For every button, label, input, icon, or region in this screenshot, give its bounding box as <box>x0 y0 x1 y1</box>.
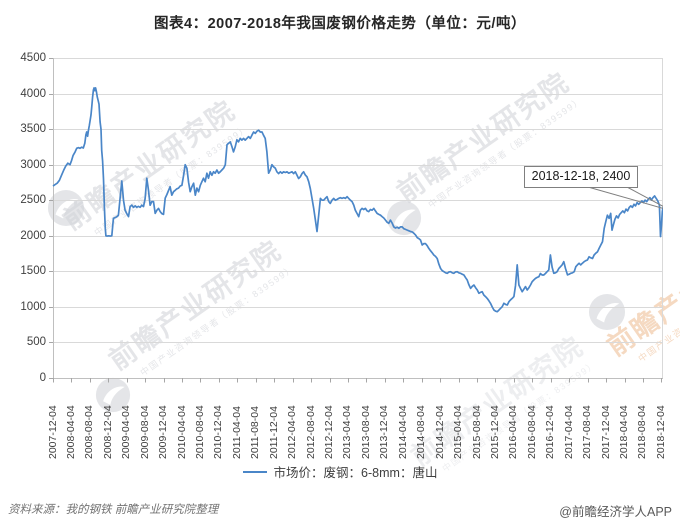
x-tick-label: 2008-04-04 <box>64 405 77 459</box>
x-tick-label: 2014-12-04 <box>433 405 446 459</box>
y-tick-label: 4000 <box>20 87 46 100</box>
x-tick-label: 2009-08-04 <box>138 405 151 459</box>
x-tick-label: 2012-08-04 <box>304 405 317 459</box>
legend-label: 市场价：废钢：6-8mm：唐山 <box>273 466 438 480</box>
x-tick-label: 2014-08-04 <box>415 405 428 459</box>
x-tick-label: 2015-04-04 <box>452 405 465 459</box>
x-tick-label: 2010-04-04 <box>175 405 188 459</box>
x-tick-label: 2008-12-04 <box>101 405 114 459</box>
y-tick-label: 2000 <box>20 229 46 242</box>
callout-leader-line <box>587 186 663 209</box>
x-tick-label: 2014-04-04 <box>396 405 409 459</box>
x-tick-label: 2010-08-04 <box>193 405 206 459</box>
x-tick-label: 2017-08-04 <box>581 405 594 459</box>
x-tick-label: 2015-12-04 <box>488 405 501 459</box>
x-tick-label: 2017-12-04 <box>599 405 612 459</box>
x-tick-label: 2009-04-04 <box>120 405 133 459</box>
x-tick-label: 2011-08-04 <box>249 406 262 459</box>
x-tick-label: 2016-12-04 <box>544 405 557 459</box>
x-tick-label: 2009-12-04 <box>157 405 170 459</box>
legend: 市场价：废钢：6-8mm：唐山 <box>0 462 680 481</box>
chart-title: 图表4：2007-2018年我国废钢价格走势（单位：元/吨） <box>154 16 526 32</box>
x-tick-label: 2012-12-04 <box>323 405 336 459</box>
x-tick-label: 2012-04-04 <box>286 405 299 459</box>
y-tick-label: 3500 <box>20 123 46 136</box>
x-tick-label: 2013-12-04 <box>378 405 391 459</box>
x-tick-label: 2017-04-04 <box>562 405 575 459</box>
y-tick-label: 3000 <box>20 158 46 171</box>
price-line-series <box>52 87 663 313</box>
plot-area <box>49 58 663 383</box>
x-tick-label: 2018-04-04 <box>618 405 631 459</box>
x-tick-label: 2016-04-04 <box>507 405 520 459</box>
x-tick-label: 2018-12-04 <box>654 405 667 459</box>
legend-line-marker-icon <box>242 470 267 473</box>
credit-note: @前瞻经济学人APP <box>559 505 672 519</box>
y-tick-label: 0 <box>39 372 46 384</box>
x-tick-label: 2015-08-04 <box>470 405 483 459</box>
y-tick-label: 500 <box>26 336 46 349</box>
x-tick-label: 2013-04-04 <box>341 405 354 459</box>
y-tick-label: 2500 <box>20 194 46 207</box>
x-tick-label: 2016-08-04 <box>525 405 538 459</box>
callout-leader-line <box>626 186 663 207</box>
x-tick-label: 2010-12-04 <box>212 405 225 459</box>
y-tick-label: 4500 <box>20 52 46 64</box>
y-tick-label: 1000 <box>20 300 46 313</box>
x-tick-label: 2018-08-04 <box>636 405 649 459</box>
x-tick-label: 2008-08-04 <box>83 405 96 459</box>
x-tick-label: 2011-04-04 <box>230 406 243 459</box>
x-tick-label: 2007-12-04 <box>46 405 59 459</box>
data-callout: 2018-12-18, 2400 <box>524 166 638 188</box>
x-tick-label: 2011-12-04 <box>267 406 280 459</box>
x-tick-label: 2013-08-04 <box>359 405 372 459</box>
source-note: 资料来源：我的钢铁 前瞻产业研究院整理 <box>8 504 219 516</box>
y-tick-label: 1500 <box>20 265 46 278</box>
